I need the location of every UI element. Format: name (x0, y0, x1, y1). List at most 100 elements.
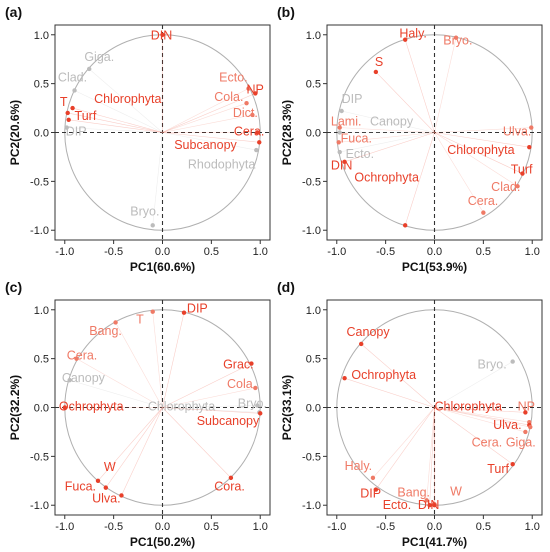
x-axis-label: PC1(41.7%) (402, 535, 467, 549)
vector-label: Rhodophyta (188, 158, 255, 172)
vector-label: S (375, 55, 383, 69)
vector-point (95, 478, 101, 483)
vector-line (341, 110, 435, 133)
vector-point (258, 411, 263, 416)
vector-label: Ecto. (219, 71, 248, 85)
y-axis-label: PC2(20.6%) (8, 100, 22, 165)
vector-label: Ulva. (92, 491, 120, 505)
x-tick-label: 0.5 (204, 246, 219, 258)
panel-2: -1.0 -0.5 0.0 0.5 1.0 -1.0 -0.5 0.0 0.5 1.0 PC1(53… (277, 4, 543, 274)
vector-point (359, 341, 364, 347)
vector-label: Cera. (472, 436, 503, 450)
vector-line (339, 127, 435, 133)
vector-point (523, 410, 528, 415)
vector-point (520, 171, 525, 176)
x-tick-label: -0.5 (104, 246, 123, 258)
vector-point (72, 88, 77, 93)
vector-point (254, 147, 259, 153)
panel-3: -1.0 -0.5 0.0 0.5 1.0 -1.0 -0.5 0.0 0.5 1.0 PC1(50… (5, 279, 271, 549)
vector-line (372, 407, 435, 479)
vector-label: T (60, 95, 68, 109)
vector-label: Turf (511, 163, 533, 177)
x-tick-label: -0.5 (376, 521, 395, 533)
vector-point (336, 140, 341, 145)
vector-line (162, 387, 256, 408)
vector-line (97, 407, 163, 481)
vector-line (162, 363, 252, 408)
vector-point (249, 361, 254, 366)
vector-line (162, 407, 232, 479)
x-tick-label: 0.5 (476, 521, 491, 533)
vector-line (121, 407, 163, 496)
panel-label: (c) (5, 279, 22, 295)
vector-point (228, 475, 234, 481)
x-tick-label: -0.5 (104, 521, 123, 533)
x-tick-label: -1.0 (327, 521, 346, 533)
vector-line (162, 102, 247, 133)
vector-line (162, 132, 260, 143)
vector-point (342, 159, 347, 165)
y-tick-label: 0.5 (34, 354, 49, 366)
vector-line (434, 361, 513, 408)
x-tick-label: 0.5 (204, 521, 219, 533)
vector-point (337, 130, 342, 135)
vector-line (434, 132, 484, 213)
vector-line (162, 407, 260, 413)
vector-label: Haly. (345, 459, 373, 473)
vector-label: Ochrophyta (59, 399, 124, 413)
vector-label: Bryo. (443, 34, 472, 48)
y-tick-label: -1.0 (302, 225, 321, 237)
vector-point (119, 493, 124, 498)
vector-label: Cola. (214, 90, 243, 104)
vector-line (434, 407, 513, 465)
x-tick-label: 0.0 (427, 246, 442, 258)
vector-point (528, 424, 533, 430)
vector-line (338, 132, 435, 143)
vector-point (64, 125, 69, 130)
vector-label: Cera. (468, 194, 499, 208)
vector-label: DIP (187, 302, 208, 316)
vector-line (115, 322, 163, 408)
vector-line (434, 132, 523, 174)
vector-point (150, 223, 155, 228)
vector-label: Haly. (399, 27, 427, 41)
panel-label: (d) (277, 279, 295, 295)
vector-point (510, 461, 515, 467)
y-tick-label: 0.5 (34, 79, 49, 91)
vector-label: Chlorophyta (148, 399, 215, 413)
vector-label: Canopy (347, 325, 391, 339)
vector-line (76, 358, 163, 408)
vector-label: Cora. (214, 480, 245, 494)
vector-point (510, 359, 515, 364)
vector-point (370, 475, 376, 481)
y-tick-label: -1.0 (30, 500, 49, 512)
vector-line (162, 405, 258, 408)
vector-line (68, 119, 163, 133)
y-tick-label: 1.0 (34, 30, 49, 42)
vector-label: NP (518, 399, 535, 413)
vector-line (404, 132, 435, 226)
vector-line (152, 132, 163, 226)
vector-point (87, 66, 92, 72)
vector-label: DIP (66, 124, 87, 138)
vector-label: Clad. (491, 180, 520, 194)
y-tick-label: -1.0 (30, 225, 49, 237)
vector-label: Fuca. (65, 480, 96, 494)
vector-label: Clad. (58, 71, 87, 85)
vector-line (434, 407, 530, 423)
vector-label: Grac. (223, 357, 254, 371)
y-tick-label: 1.0 (34, 305, 49, 317)
panel-label: (b) (277, 4, 295, 20)
x-tick-label: -0.5 (376, 246, 395, 258)
vector-label: T (136, 312, 144, 326)
vector-label: W (450, 484, 462, 498)
vector-line (74, 90, 163, 133)
vector-label: W (104, 460, 116, 474)
vector-label: DIN (418, 498, 440, 512)
vector-point (342, 375, 347, 381)
vector-line (72, 107, 163, 133)
vector-label: Bang. (397, 485, 430, 499)
vector-point (74, 356, 79, 361)
x-axis-label: PC1(60.6%) (130, 260, 195, 274)
